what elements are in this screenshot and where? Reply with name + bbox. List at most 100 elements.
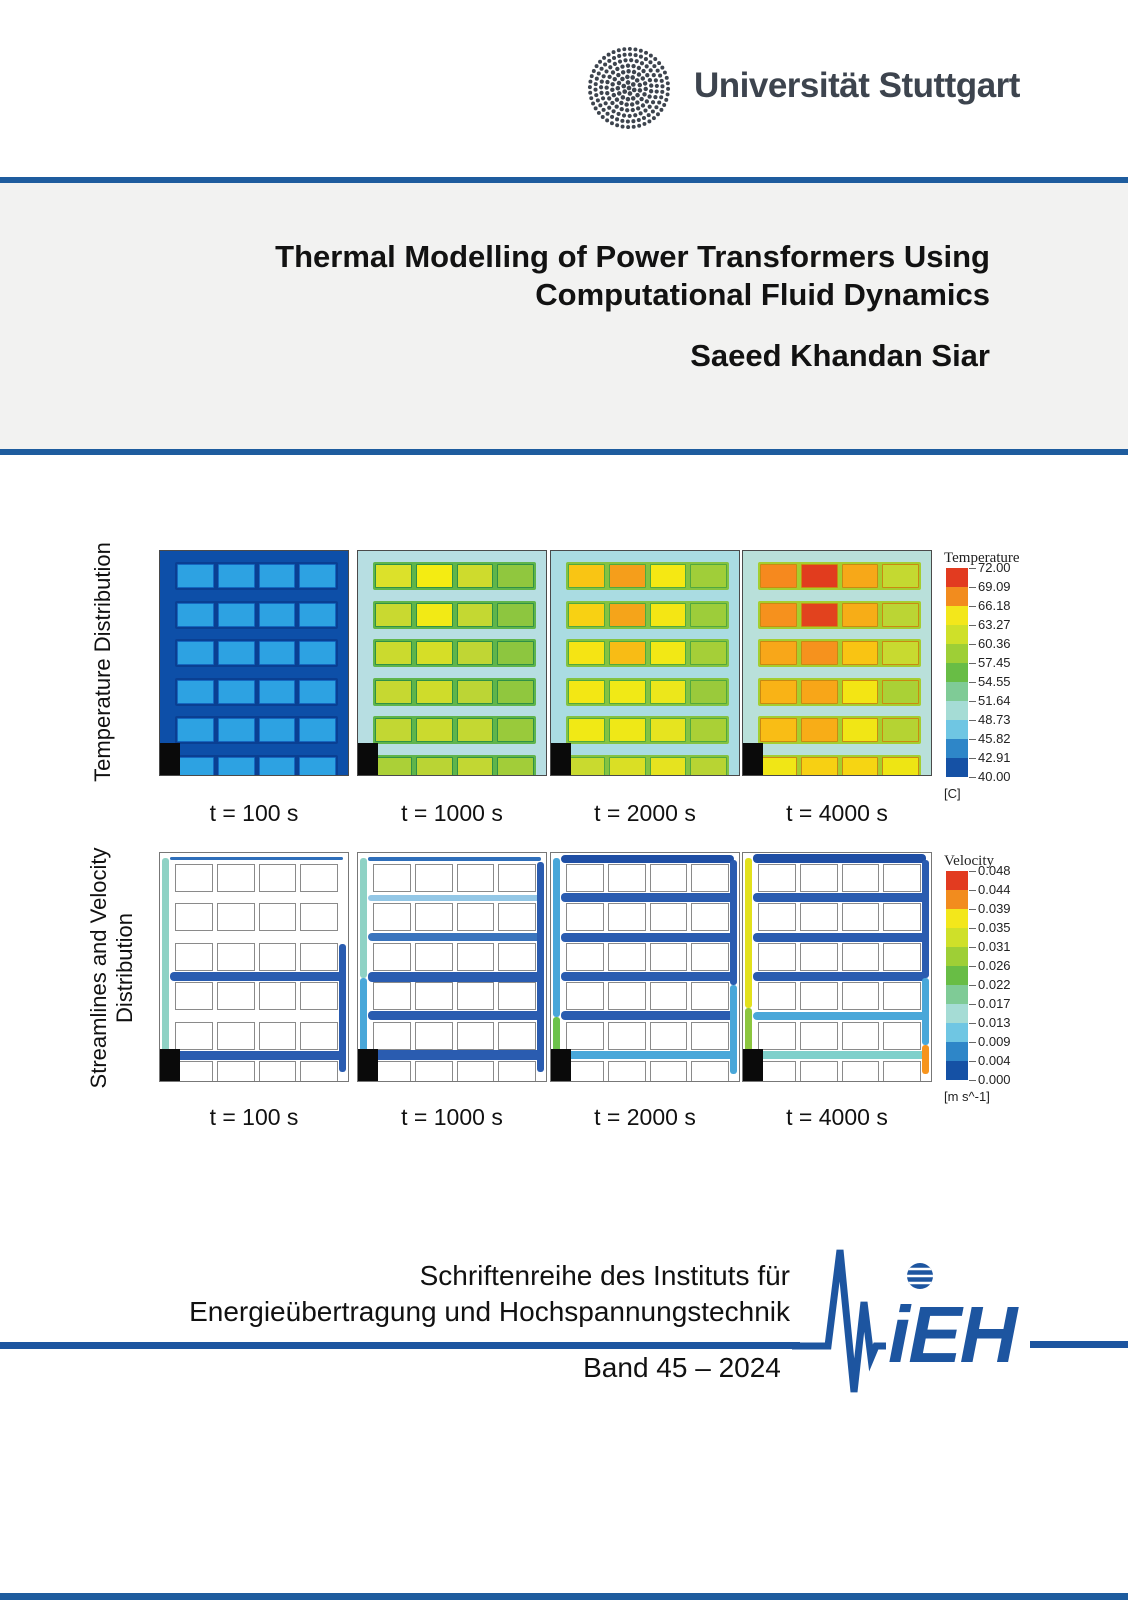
logo-dot [666,86,671,91]
winding-cell [690,564,727,588]
winding-cell [375,757,412,775]
winding-block-row [758,864,921,892]
winding-block-row [175,755,338,775]
logo-dot [593,106,598,111]
logo-dot [598,59,603,64]
band-label: Band 45 – 2024 [583,1352,781,1383]
logo-dot [643,57,648,62]
winding-cell [415,564,453,588]
legend-tick-label: 60.36 [969,636,1011,651]
logo-dot [653,57,658,62]
core-block [743,1049,763,1081]
winding-block-row [566,755,729,775]
streamline-channel [753,854,926,863]
winding-cell [882,757,919,775]
legend-color-segment [946,1023,968,1042]
winding-cell [800,757,838,775]
winding-cell [375,718,412,743]
legend-color-segment [946,739,968,758]
winding-cell [649,718,687,743]
winding-cell [216,982,255,1011]
legend-color-segment [946,606,968,625]
winding-cell [299,679,336,704]
logo-dot [628,52,633,57]
logo-dot [609,121,614,126]
logo-dot [631,63,636,69]
streamline-right-stripe [339,944,346,1072]
winding-cell [415,757,453,775]
streamline-right-stripe [922,978,929,1045]
winding-cell [799,903,838,932]
legend-tick-label: 66.18 [969,598,1011,613]
legend-color-segment [946,682,968,701]
logo-dot [611,109,616,114]
logo-dot [660,84,665,89]
winding-cell [258,564,296,588]
winding-cell [414,864,453,892]
winding-cell [216,903,255,932]
series-title-line2: Energieübertragung und Hochspannungstech… [189,1296,790,1327]
time-label-temp-2000: t = 2000 s [594,800,696,826]
logo-dot [623,58,628,63]
logo-dot [648,60,653,65]
logo-dot [648,68,653,73]
logo-dot [647,119,652,124]
logo-dot [599,66,604,71]
logo-dot [619,106,624,112]
time-label-temp-4000: t = 4000 s [786,800,888,826]
streamline-left-stripe [553,1017,560,1075]
legend-tick-label: 0.013 [969,1015,1011,1030]
logo-dot [611,50,616,55]
winding-block-row [373,677,536,706]
velocity-colorbar [946,871,968,1080]
winding-cell [882,679,919,704]
streamline-channel [561,932,734,942]
winding-cell [760,679,797,704]
streamline-left-stripe [360,978,367,1075]
winding-cell [883,1061,921,1081]
winding-cell [300,982,338,1011]
winding-block-row [175,1021,338,1050]
logo-dot [647,94,652,99]
time-label-vel-2000: t = 2000 s [594,1104,696,1130]
logo-dot [589,74,594,79]
series-title: Schriftenreihe des Instituts für Energie… [189,1258,790,1330]
logo-dot [636,65,642,71]
logo-dot [650,109,655,114]
logo-dot [644,64,649,69]
logo-dot [624,102,629,107]
winding-block-row [566,639,729,668]
footer-rule [0,1342,800,1349]
logo-dot [652,64,657,69]
streamline-channel [561,1051,734,1060]
winding-cell [498,864,536,892]
logo-dot [637,82,643,88]
logo-dot [631,119,636,124]
logo-dot [662,103,667,108]
logo-dot [651,116,656,121]
winding-cell [300,1061,338,1081]
winding-cell [299,641,336,666]
temperature-legend-title: Temperature [944,550,1020,566]
winding-block-row [566,942,729,971]
winding-cell [649,641,687,666]
winding-cell [375,679,412,704]
winding-cell [177,718,214,743]
winding-cell [608,641,646,666]
logo-dot [657,61,662,66]
winding-block-row [373,716,536,745]
logo-dot [654,89,659,94]
winding-cell [649,903,688,932]
logo-dot [615,86,621,91]
winding-cell [414,1021,453,1050]
logo-dot [605,79,610,85]
legend-color-segment [946,890,968,909]
velocity-panel-t100 [159,852,349,1082]
legend-color-segment [946,663,968,682]
winding-cell [415,602,453,627]
winding-cell [375,564,412,588]
winding-cell [258,679,296,704]
winding-cell [414,1061,453,1081]
logo-dot [603,101,608,106]
winding-cell [799,942,838,971]
